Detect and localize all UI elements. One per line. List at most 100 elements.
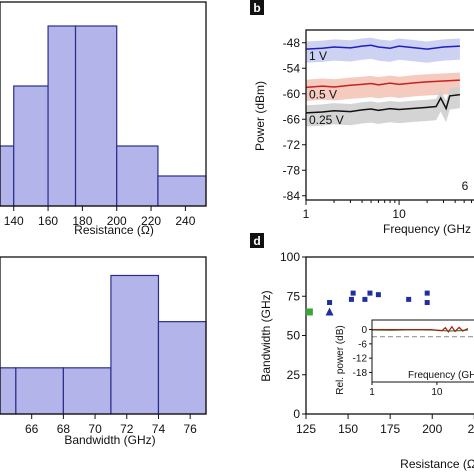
b-series-labels: 1 V 0.5 V 0.25 V [309, 49, 344, 127]
d-y-tick-label: 50 [287, 329, 301, 343]
b-line [305, 44, 460, 50]
b-y-tick-label: -78 [283, 163, 301, 177]
inset-y-tick-label: 0 [361, 325, 367, 336]
b-y-tick-label: -60 [283, 87, 301, 101]
b-y-tick-label: -66 [283, 112, 301, 126]
c-bar [62, 367, 112, 415]
c-bars [0, 274, 207, 415]
inset-x-axis-label: Frequency (GHz [408, 370, 474, 381]
b-annotation: 6 [462, 179, 469, 193]
c-x-ticks: 66 68 70 72 74 76 [25, 414, 197, 436]
b-y-tick-label: -72 [283, 138, 301, 152]
a-bar [157, 175, 207, 207]
a-x-tick-label: 240 [175, 214, 195, 228]
inset-y-axis-label: Rel. power (dB) [335, 325, 346, 394]
a-x-tick-label: 160 [38, 214, 58, 228]
b-lines [305, 44, 461, 114]
a-axes-frame [0, 1, 207, 207]
d-point-square [362, 296, 368, 302]
b-line [305, 93, 461, 114]
d-y-tick-label: 100 [280, 250, 300, 264]
inset-y-tick-label: -12 [353, 354, 368, 365]
a-bars [0, 25, 207, 207]
d-point-square [348, 296, 354, 302]
b-bands [306, 37, 460, 127]
c-bar [157, 321, 207, 415]
c-x-tick-label: 70 [88, 422, 102, 436]
b-panel-label: b [253, 1, 260, 15]
b-y-tick-label: -84 [283, 189, 301, 203]
inset-y-tick-label: -18 [353, 368, 368, 379]
c-x-tick-label: 72 [120, 422, 134, 436]
inset-x-tick-label: 1 [369, 387, 375, 398]
a-bar [116, 145, 159, 207]
inset-x-tick-label: 10 [431, 387, 443, 398]
c-x-tick-label: 76 [183, 422, 197, 436]
d-x-tick-label: 150 [338, 422, 358, 436]
c-x-tick-label: 68 [57, 422, 71, 436]
b-y-ticks: -48 -54 -60 -66 -72 -78 -84 [283, 36, 306, 203]
b-band [306, 86, 460, 127]
inset-x-ticks: 1 10 [369, 382, 443, 398]
inset-line [372, 325, 469, 333]
d-point-triangle [325, 307, 334, 316]
d-x-tick-label: 175 [380, 422, 400, 436]
inset-lines [371, 325, 469, 333]
panel-b-line-chart: b -48 -54 -60 -66 -72 -78 -84 1 10 1 V 0.5 V 0.25… [250, 0, 474, 236]
d-point-square [305, 308, 313, 316]
b-x-axis-label: Frequency (GHz [383, 222, 471, 236]
b-x-ticks: 1 10 [303, 200, 473, 221]
b-x-tick-label: 10 [392, 207, 406, 221]
b-series-label: 0.5 V [309, 87, 337, 101]
d-x-axis-label: Resistance (Ω) [400, 457, 474, 471]
d-point-square [327, 300, 333, 306]
c-x-tick-label: 74 [152, 422, 166, 436]
d-inset: 0 -6 -12 -18 1 10 Rel. power (dB) Frequency … [335, 319, 474, 402]
d-point-square [367, 290, 373, 296]
c-axes-frame [0, 256, 207, 415]
b-panel-label-box [250, 0, 264, 15]
d-y-tick-label: 25 [287, 368, 301, 382]
d-x-ticks: 125 150 175 200 22 [296, 414, 474, 436]
panel-a-histogram: 140 160 180 200 220 240 Resistance (Ω) [0, 1, 207, 237]
d-y-ticks: 0 25 50 75 100 [280, 250, 306, 421]
a-x-tick-label: 200 [107, 214, 127, 228]
c-bar [0, 367, 17, 415]
b-y-axis-label: Power (dBm) [253, 81, 267, 151]
b-band [306, 72, 460, 101]
inset-y-ticks: 0 -6 -12 -18 [353, 325, 372, 379]
d-y-axis-label: Bandwidth (GHz) [259, 290, 273, 381]
c-bar [110, 274, 160, 415]
d-y-tick-label: 75 [287, 289, 301, 303]
d-x-tick-label: 125 [296, 422, 316, 436]
b-x-tick-label: 1 [303, 207, 310, 221]
b-line [305, 79, 460, 89]
a-x-axis-label: Resistance (Ω) [74, 223, 154, 237]
inset-frame [371, 319, 474, 383]
b-y-tick-label: -54 [283, 61, 301, 75]
panel-c-histogram: 66 68 70 72 74 76 Bandwidth (GHz) [0, 256, 207, 447]
d-points [305, 290, 430, 316]
inset-y-tick-label: -6 [358, 339, 367, 350]
c-x-axis-label: Bandwidth (GHz) [64, 433, 155, 447]
d-point-square [424, 290, 430, 296]
d-point-square [406, 296, 412, 302]
a-x-tick-label: 220 [141, 214, 161, 228]
inset-background [372, 320, 474, 402]
a-bar [13, 85, 49, 207]
b-y-tick-label: -48 [283, 36, 301, 50]
b-series-label: 0.25 V [309, 113, 344, 127]
d-point-square [424, 300, 430, 306]
a-x-tick-label: 140 [4, 214, 24, 228]
b-band [306, 37, 460, 63]
b-axes-frame [305, 29, 474, 201]
c-x-tick-label: 66 [25, 422, 39, 436]
d-point-square [350, 290, 356, 296]
d-x-tick-label: 200 [422, 422, 442, 436]
a-bar [0, 145, 15, 207]
a-x-ticks: 140 160 180 200 220 240 [4, 206, 196, 228]
d-panel-label-box [250, 233, 264, 248]
d-panel-label: d [253, 234, 260, 248]
